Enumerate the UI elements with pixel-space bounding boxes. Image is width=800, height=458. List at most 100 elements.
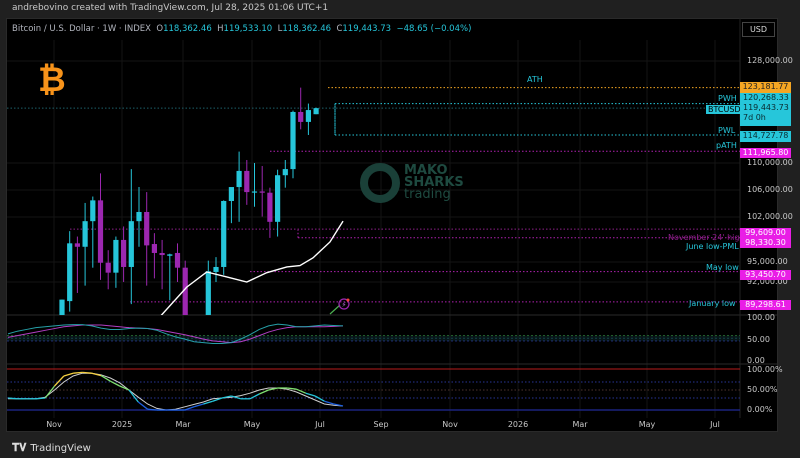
january-low-label: January low — [689, 299, 736, 308]
osc2-signal-segment — [73, 371, 83, 374]
osc2-signal-segment — [203, 400, 213, 405]
may-low-price-box: 93,450.70 — [740, 270, 791, 280]
osc2-signal-segment — [128, 389, 139, 403]
osc2-signal-segment — [137, 401, 148, 410]
chart-frame[interactable] — [6, 18, 778, 432]
watermark-line: MAKO — [404, 163, 448, 178]
close-label: C — [336, 24, 343, 34]
osc2-signal-segment — [268, 387, 278, 391]
candle-body[interactable] — [59, 299, 65, 327]
candle-body[interactable] — [290, 111, 296, 170]
candle-body[interactable] — [167, 254, 173, 256]
osc2-signal-segment — [231, 395, 241, 400]
tradingview-footer[interactable]: 𝐓𝐕 TradingView — [12, 441, 91, 455]
osc1-purple-line — [7, 324, 344, 344]
osc2-signal-segment — [110, 380, 120, 387]
osc2-signal-segment — [249, 393, 260, 400]
candle-body[interactable] — [67, 243, 73, 302]
candle-body[interactable] — [105, 262, 111, 273]
candle-body[interactable] — [136, 211, 142, 222]
ath-label: ATH — [527, 75, 543, 84]
osc1-tick: 50.00 — [747, 335, 770, 344]
bar-countdown: 7d 0h — [743, 113, 766, 122]
osc2-signal-segment — [82, 371, 92, 374]
high-label: H — [217, 24, 224, 34]
currency-button[interactable]: USD — [742, 22, 775, 37]
candle-body[interactable] — [282, 169, 288, 176]
current-price-box: 120,268.33 119,443.73 7d 0h — [740, 93, 791, 126]
candle-body[interactable] — [267, 192, 273, 222]
candle-body[interactable] — [121, 239, 127, 267]
price-tick: 102,000.00 — [747, 212, 793, 221]
price-tick: 106,000.00 — [747, 185, 793, 194]
osc2-signal-segment — [91, 372, 102, 377]
candle-body[interactable] — [151, 244, 157, 253]
lightning-icon — [338, 298, 350, 310]
osc2-signal-segment — [212, 397, 223, 402]
osc2-signal-segment — [221, 395, 232, 399]
osc1-tick: 0.00 — [747, 356, 765, 363]
candle-body[interactable] — [213, 266, 219, 272]
candle-body[interactable] — [182, 267, 188, 335]
candle-body[interactable] — [221, 200, 227, 267]
osc2-tick: 100.00% — [747, 365, 783, 374]
osc2-signal-segment — [35, 397, 46, 400]
candle-body[interactable] — [74, 243, 80, 247]
candles-group — [59, 87, 319, 359]
close-value: 119,443.73 — [342, 24, 392, 34]
osc2-signal-segment — [44, 385, 56, 399]
candle-body[interactable] — [305, 110, 311, 122]
osc2-signal-segment — [324, 400, 334, 405]
may-low-label: May low — [706, 263, 739, 272]
candle-body[interactable] — [275, 175, 281, 222]
price-tick: 92,000.00 — [747, 277, 788, 286]
time-tick: May — [638, 420, 656, 429]
osc2-white-line — [8, 372, 344, 411]
pwl-price-box: 114,727.78 — [740, 131, 791, 142]
candle-body[interactable] — [90, 200, 96, 222]
tradingview-logo-icon: 𝐓𝐕 — [12, 441, 27, 454]
pwl-label: PWL — [718, 126, 736, 135]
candle-body[interactable] — [113, 239, 119, 273]
osc2-signal-segment — [333, 403, 344, 407]
path-price-box: 111,965.80 — [740, 148, 791, 158]
time-tick: Jul — [315, 420, 325, 429]
pwh-price: 120,268.33 — [743, 93, 789, 102]
time-tick: Mar — [572, 420, 588, 429]
candle-body[interactable] — [174, 252, 181, 268]
time-tick: Sep — [373, 420, 389, 429]
candle-body[interactable] — [244, 170, 250, 193]
candle-body[interactable] — [251, 191, 258, 193]
ath-price-box: 123,181.77 — [740, 82, 791, 93]
osc2-signal-segment — [147, 408, 157, 411]
osc2-signal-segment — [193, 403, 204, 408]
high-value: 119,533.10 — [223, 24, 273, 34]
candle-body[interactable] — [298, 111, 304, 122]
candle-body[interactable] — [313, 108, 319, 115]
osc2-tick: 0.00% — [747, 405, 773, 414]
candle-body[interactable] — [82, 221, 88, 247]
osc1-teal-line — [7, 323, 344, 345]
candle-body[interactable] — [144, 211, 150, 246]
candle-body[interactable] — [205, 271, 211, 346]
chart-credit: andrebovino created with TradingView.com… — [12, 3, 329, 13]
june-low-price-box: 98,330.30 — [740, 238, 791, 248]
signal-line — [329, 304, 341, 315]
candle-body[interactable] — [128, 221, 134, 267]
mako-sharks-watermark: MAKO SHARKS trading — [360, 163, 464, 203]
nov-high-label: November 24' high — [668, 233, 745, 242]
low-value: 118,362.46 — [282, 24, 332, 34]
candle-body[interactable] — [259, 191, 265, 193]
price-tick: 110,000.00 — [747, 158, 793, 167]
candle-body[interactable] — [97, 200, 104, 263]
candle-body[interactable] — [236, 170, 242, 188]
low-label: L — [277, 24, 283, 34]
watermark-line: SHARKS — [404, 175, 464, 190]
time-tick: Nov — [46, 420, 62, 429]
candle-body[interactable] — [159, 252, 165, 256]
candle-body[interactable] — [228, 187, 234, 201]
nov-high-price-box: 99,609.00 — [740, 228, 791, 238]
candle-body[interactable] — [198, 351, 203, 359]
symbol-legend[interactable]: Bitcoin / U.S. Dollar · 1W · INDEX O118,… — [12, 24, 471, 34]
